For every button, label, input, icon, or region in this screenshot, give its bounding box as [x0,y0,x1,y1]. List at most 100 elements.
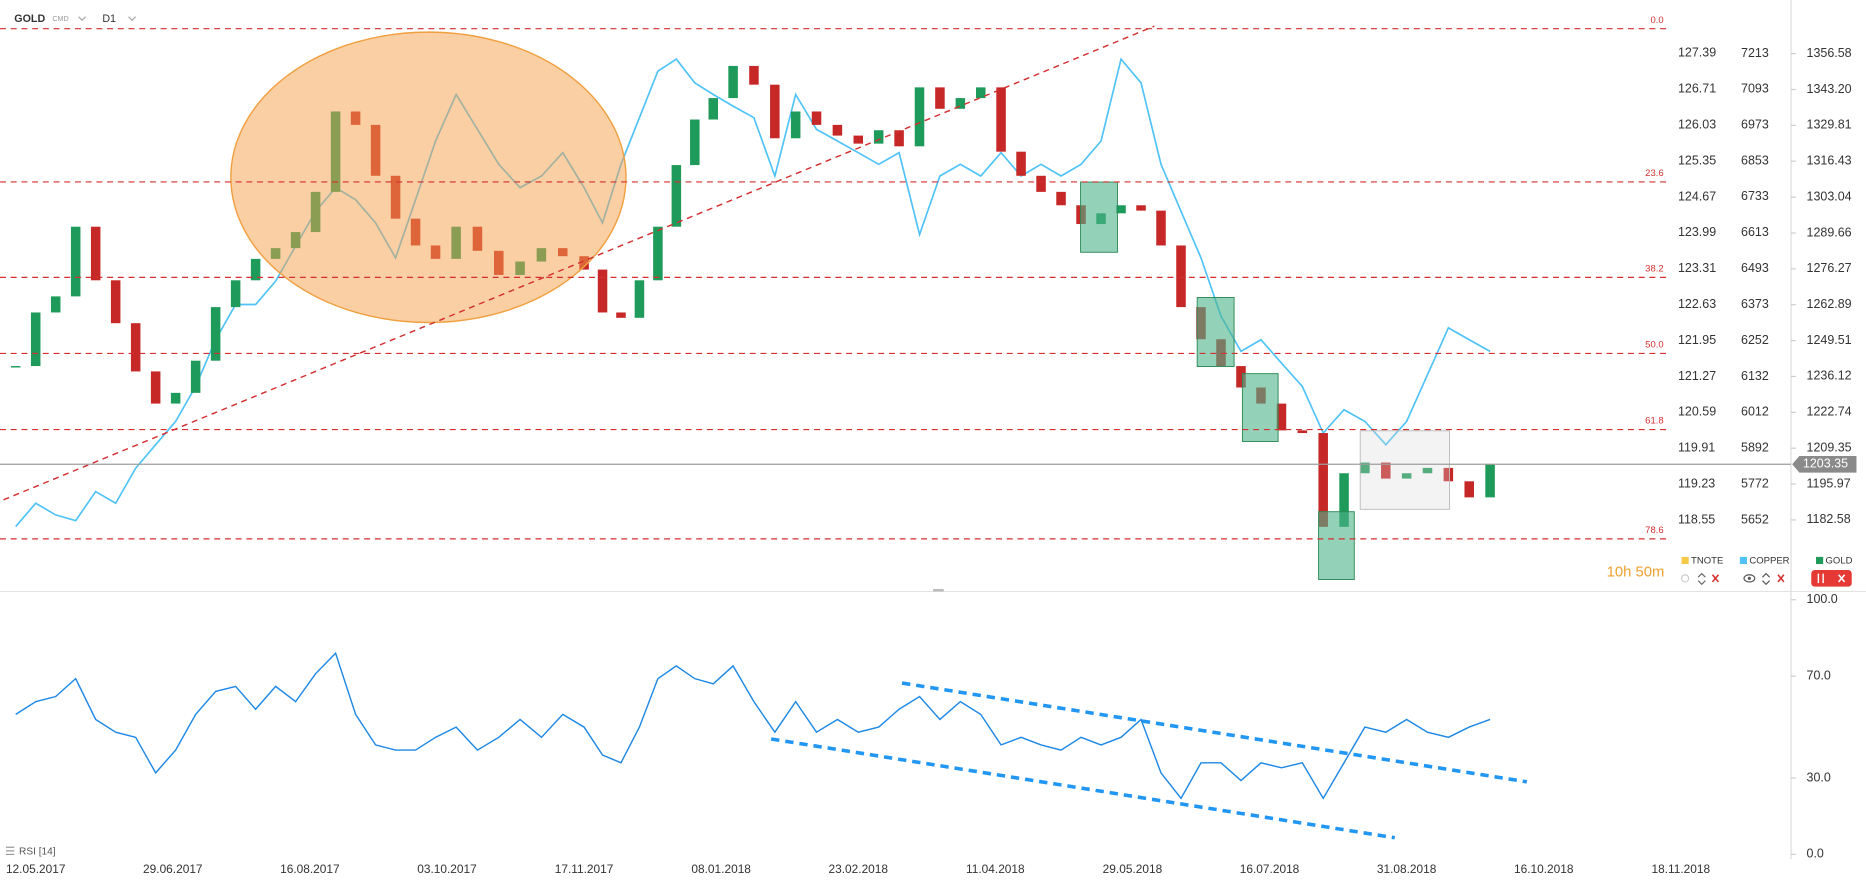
y-tick-label: 6132 [1741,369,1769,383]
candle-body [1176,245,1186,308]
candle-body [853,135,864,144]
y-tick-label: 70.0 [1806,668,1830,682]
x-tick-label: 11.04.2018 [966,862,1025,876]
active-series-controls[interactable] [1811,570,1852,587]
candle-body [230,280,241,308]
candle-body [1464,481,1474,498]
y-tick-label: 1195.97 [1806,476,1850,490]
candle-body [1036,175,1046,192]
candle-body [894,130,904,147]
fib-level-label: 0.0 [1650,15,1663,26]
candle-body [30,312,41,367]
y-tick-label: 1209.35 [1806,440,1851,454]
visibility-toggle-pupil [1747,576,1751,580]
y-tick-label: 1316.43 [1806,154,1851,168]
y-tick-label: 6012 [1741,405,1769,419]
legend-swatch [1816,556,1824,565]
candle-body [1339,473,1349,527]
candle-body [1401,473,1412,479]
candle-body [653,226,663,281]
candle-countdown: 10h 50m [1607,564,1665,580]
y-tick-label: 126.03 [1678,117,1716,131]
x-tick-label: 12.05.2017 [6,862,66,876]
highlight-box [1196,297,1235,367]
visibility-toggle[interactable] [1743,574,1756,583]
x-tick-label: 03.10.2017 [417,862,477,876]
legend-label: GOLD [1826,556,1853,567]
candle-body [749,65,759,85]
visibility-toggle[interactable] [1680,574,1690,583]
indicator-title: RSI [14] [19,847,56,858]
order-arrows[interactable] [1762,572,1771,586]
plot-area [10,57,1495,528]
series-line [15,57,1491,528]
candle-body [832,124,843,136]
highlight-ellipse [230,31,627,324]
y-tick-label: 1289.66 [1806,225,1851,239]
candle-body [914,87,925,147]
candle-body [976,87,986,99]
interval[interactable]: D1 [102,13,116,25]
channel-line [770,737,1396,840]
candle-body [90,226,101,281]
y-tick-label: 6252 [1741,333,1769,347]
remove-button[interactable] [1838,574,1846,583]
y-tick-label: 1343.20 [1806,82,1851,96]
y-tick-label: 30.0 [1806,770,1830,784]
y-tick-label: 125.35 [1678,153,1716,167]
candle-body [1360,462,1370,474]
y-tick-label: 126.71 [1678,82,1716,96]
y-tick-label: 5652 [1741,512,1769,526]
fib-level-label: 61.8 [1645,416,1664,427]
legend-swatch [1739,556,1747,565]
y-tick-label: 119.91 [1678,441,1715,455]
candle-body [210,307,221,361]
candle-body [1443,467,1454,482]
candle-body [250,258,261,281]
dropdown-arrow[interactable] [78,16,87,22]
x-tick-label: 23.02.2018 [829,862,889,876]
candle-body [150,371,161,404]
remove-button[interactable] [1777,574,1785,583]
y-tick-label: 100.0 [1806,592,1837,606]
candle-body [616,312,626,318]
candle-body [790,111,801,139]
y-tick-label: 122.63 [1678,297,1716,311]
highlight-box [1318,511,1355,581]
dropdown-arrow[interactable] [128,16,137,22]
candle-body [110,280,121,324]
y-tick-label: 1356.58 [1806,46,1851,60]
fib-level-label: 38.2 [1645,264,1664,275]
fib-level-label: 50.0 [1645,340,1664,351]
x-tick-label: 16.08.2017 [280,862,340,876]
candle-body [1116,205,1126,214]
y-tick-label: 0.0 [1806,847,1823,861]
symbol[interactable]: GOLD [14,13,45,25]
x-tick-label: 16.10.2018 [1514,862,1574,876]
x-tick-label: 17.11.2017 [555,862,614,876]
order-arrows[interactable] [1697,572,1706,586]
candle-icon [1817,573,1824,584]
y-tick-label: 1249.51 [1806,333,1851,347]
candle-body [1016,151,1026,176]
candle-body [634,280,645,318]
candle-body [1422,467,1433,474]
y-tick-label: 124.67 [1678,189,1716,203]
last-price-label: 1203.35 [1803,457,1848,471]
indicator-menu-icon[interactable] [5,846,15,856]
y-tick-label: 1303.04 [1806,189,1851,203]
panel-resize-handle[interactable] [933,589,944,592]
candle-body [1136,205,1146,211]
candle-body [708,98,719,120]
candle-body [190,360,201,393]
highlight-box [1241,373,1279,442]
candle-body [873,130,884,144]
y-tick-label: 1329.81 [1806,118,1851,132]
candle-body [1485,464,1495,498]
x-tick-label: 29.05.2018 [1103,862,1163,876]
x-tick-label: 31.08.2018 [1377,862,1437,876]
remove-button[interactable] [1711,574,1720,583]
y-tick-label: 1236.12 [1806,369,1851,383]
range-box [1359,430,1450,510]
